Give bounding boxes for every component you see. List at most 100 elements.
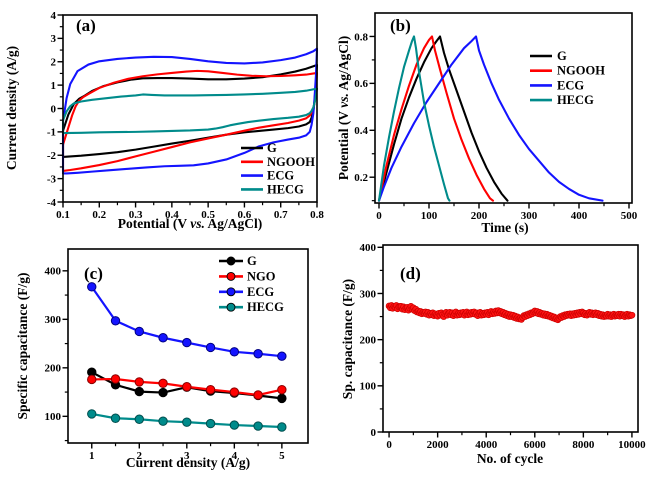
x-tick-label: 5	[279, 450, 285, 462]
series-c-HECG-marker	[205, 418, 216, 429]
series-c-NGO-marker	[182, 382, 192, 392]
x-tick-label: 0.8	[310, 209, 324, 221]
legend-label-NGOOH: NGOOH	[267, 155, 315, 169]
y-tick-label: 0.6	[354, 78, 368, 90]
series-c-ECG-marker	[229, 347, 240, 357]
series-b-HECG-line	[377, 35, 451, 202]
series-c-NGO-marker	[110, 374, 121, 384]
x-tick-label: 0.4	[165, 209, 179, 221]
y-tick-label: 0	[51, 103, 57, 115]
x-tick-label: 0.3	[129, 209, 143, 221]
panel-a-y-axis-title: Current density (A/g)	[4, 46, 19, 170]
y-tick-label: 300	[45, 314, 62, 326]
x-tick-label: 0.1	[56, 209, 70, 221]
legend-label-ECG: ECG	[247, 285, 274, 299]
y-tick-label: 200	[360, 334, 377, 346]
x-tick-label: 0	[376, 210, 382, 222]
series-b-G-line	[377, 35, 509, 202]
x-tick-label: 200	[471, 210, 488, 222]
series-a-NGOOH-line	[61, 69, 319, 172]
series-c-HECG-marker	[87, 409, 97, 419]
legend-marker-HECG	[226, 302, 236, 312]
panel-d-frame	[382, 244, 639, 433]
legend-label-G: G	[267, 141, 277, 155]
panel-b-y-axis-title: Potential (V vs. Ag/AgCl)	[336, 36, 351, 181]
panel-a-letter: (a)	[76, 16, 96, 35]
panel-c-x-axis-title: Current density (A/g)	[126, 455, 250, 470]
y-tick-label: -2	[47, 150, 57, 162]
y-tick-label: 100	[45, 411, 62, 423]
panel-a-x-axis-title: Potential (V vs. Ag/AgCl)	[118, 216, 263, 231]
series-c-HECG-marker	[158, 416, 168, 426]
x-tick-label: 3	[184, 450, 190, 462]
x-tick-label: 2	[137, 450, 143, 462]
x-tick-label: 4000	[475, 439, 498, 451]
x-tick-label: 0.7	[274, 209, 288, 221]
x-tick-label: 2000	[427, 439, 450, 451]
x-tick-label: 8000	[572, 439, 595, 451]
legend-label-NGOOH: NGOOH	[557, 64, 605, 78]
series-c-G-marker	[134, 386, 144, 397]
series-c-NGO-marker	[277, 384, 287, 395]
panel-c-series-group	[87, 282, 287, 432]
y-tick-label: 400	[360, 242, 377, 254]
panel-a: 0.1 0.2 0.3 0.4 0.5 0.6 0.7 0.8 -4 -3 -2 -1 0 1 2 3 4 Pot…	[4, 10, 324, 231]
series-c-ECG-marker	[253, 349, 263, 359]
series-c-G-marker	[158, 387, 168, 398]
series-c-ECG-marker	[87, 282, 97, 292]
x-tick-label: 300	[521, 210, 538, 222]
x-tick-label: 10000	[618, 439, 646, 451]
series-c-ECG-marker	[134, 326, 144, 337]
y-tick-label: 0.8	[354, 31, 368, 43]
y-tick-label: 0	[371, 427, 377, 439]
series-c-NGO-marker	[158, 378, 168, 389]
series-b-ECG-line	[377, 35, 604, 202]
panel-d-letter: (d)	[400, 264, 421, 283]
series-c-NGO-marker	[253, 390, 263, 400]
panel-b-letter: (b)	[390, 16, 411, 35]
y-tick-label: -4	[47, 197, 57, 209]
series-c-NGO-marker	[205, 384, 216, 395]
panel-c-y-axis-title: Specific capacitance (F/g)	[15, 273, 30, 420]
y-tick-label: 400	[45, 266, 62, 278]
x-tick-label: 4	[232, 450, 238, 462]
series-c-ECG-marker	[158, 333, 168, 343]
panel-a-series-group	[61, 47, 319, 175]
x-tick-label: 0.6	[238, 209, 252, 221]
panel-d-series-group	[385, 302, 636, 324]
x-tick-label: 1	[89, 450, 95, 462]
legend-marker-G	[226, 256, 236, 266]
legend-label-G: G	[557, 49, 567, 63]
y-tick-label: 1	[51, 80, 57, 92]
legend-label-HECG: HECG	[267, 182, 304, 196]
y-tick-label: 0.4	[354, 125, 368, 137]
legend-label-HECG: HECG	[247, 300, 284, 314]
panel-d-x-axis-title: No. of cycle	[477, 451, 543, 466]
x-tick-label: 0	[386, 439, 392, 451]
panel-c: 1 2 3 4 5 100 200 300 400 Current density (A/g) Sp…	[15, 248, 309, 470]
legend-marker-ECG	[226, 287, 236, 297]
legend-label-NGO: NGO	[247, 269, 276, 283]
series-b-NGOOH-line	[377, 35, 495, 202]
x-tick-label: 0.2	[92, 209, 106, 221]
panel-c-frame	[67, 248, 309, 444]
series-d-cycling-stability-marker	[628, 311, 636, 319]
panel-b-x-axis-title: Time (s)	[481, 220, 528, 235]
y-tick-label: 3	[51, 33, 57, 45]
series-c-ECG-marker	[205, 342, 216, 353]
y-tick-label: -1	[47, 127, 56, 139]
x-tick-label: 6000	[524, 439, 547, 451]
series-a-HECG-line	[61, 87, 319, 135]
y-tick-label: 100	[360, 381, 377, 393]
series-c-ECG-marker	[182, 337, 192, 348]
series-c-NGO-marker	[229, 387, 240, 397]
y-tick-label: 300	[360, 288, 377, 300]
y-tick-label: 2	[51, 57, 57, 69]
panel-d-y-axis-title: Sp. capacitance (F/g)	[340, 279, 355, 399]
x-tick-label: 100	[421, 210, 438, 222]
panel-c-letter: (c)	[84, 264, 103, 283]
series-c-HECG-marker	[229, 420, 240, 430]
legend-label-G: G	[247, 254, 257, 268]
series-c-HECG-marker	[182, 417, 192, 427]
